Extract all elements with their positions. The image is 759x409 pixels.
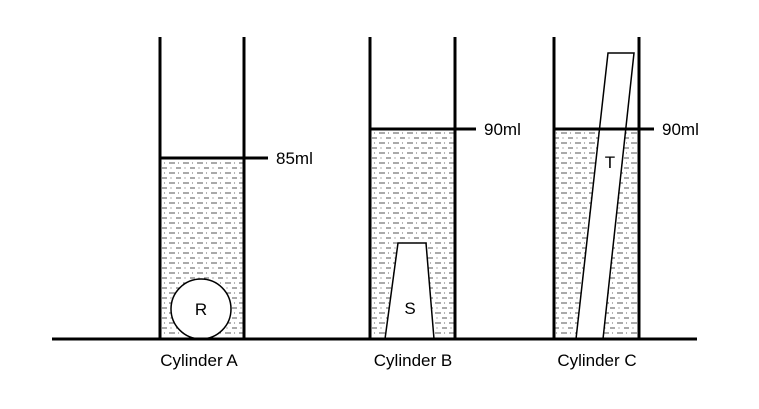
cylinder-a: R 85ml Cylinder A (158, 37, 313, 370)
object-label-t: T (605, 153, 615, 172)
object-label-s: S (404, 299, 415, 318)
cylinder-c: T 90ml Cylinder C (552, 37, 699, 370)
level-label-c: 90ml (662, 120, 699, 139)
level-label-a: 85ml (276, 149, 313, 168)
level-label-b: 90ml (484, 120, 521, 139)
object-label-r: R (195, 300, 207, 319)
cylinder-label-a: Cylinder A (160, 351, 238, 370)
cylinder-label-c: Cylinder C (557, 351, 636, 370)
cylinder-label-b: Cylinder B (374, 351, 452, 370)
cylinder-b: S 90ml Cylinder B (368, 37, 521, 370)
